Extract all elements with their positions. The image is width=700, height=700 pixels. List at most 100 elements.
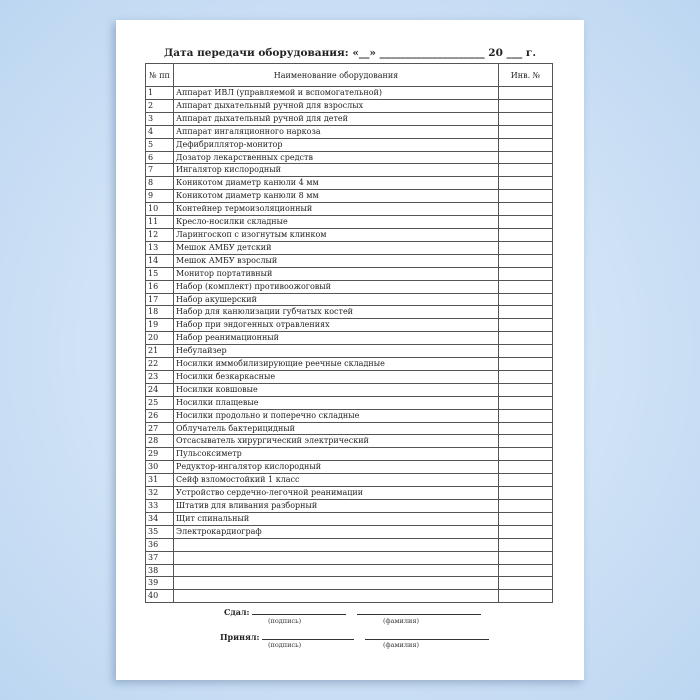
inventory-number[interactable] [498, 421, 553, 436]
row-number: 17 [145, 292, 174, 307]
table-row: 10 Контейнер термоизоляционный [145, 202, 553, 217]
inventory-number[interactable] [498, 576, 553, 591]
inventory-number[interactable] [498, 240, 553, 255]
row-number: 21 [145, 344, 174, 359]
header-number: № пп [145, 63, 174, 87]
inventory-number[interactable] [498, 369, 553, 384]
equipment-name: Мешок АМБУ взрослый [173, 253, 499, 268]
inventory-number[interactable] [498, 86, 553, 100]
table-row: 4 Аппарат ингаляционного наркоза [145, 124, 553, 139]
row-number: 32 [145, 486, 174, 500]
row-number: 36 [145, 537, 174, 552]
header-name: Наименование оборудования [173, 63, 499, 87]
inventory-number[interactable] [498, 486, 553, 500]
row-number: 40 [145, 589, 174, 604]
table-header: № пп Наименование оборудования Инв. № [145, 63, 553, 87]
inventory-number[interactable] [498, 189, 553, 204]
inventory-number[interactable] [498, 111, 553, 126]
inventory-number[interactable] [498, 357, 553, 371]
inventory-number[interactable] [498, 305, 553, 320]
inventory-number[interactable] [498, 473, 553, 488]
inventory-number[interactable] [498, 395, 553, 410]
table-row: 13 Мешок АМБУ детский [145, 240, 553, 255]
equipment-name: Отсасыватель хирургический электрический [173, 434, 499, 449]
table-row: 21 Небулайзер [145, 344, 553, 359]
table-row: 30 Редуктор-ингалятор кислородный [145, 460, 553, 475]
row-number: 34 [145, 511, 174, 526]
inventory-number[interactable] [498, 215, 553, 229]
table-row: 39 [145, 576, 553, 591]
inventory-number[interactable] [498, 150, 553, 165]
table-row: 24 Носилки ковшовые [145, 382, 553, 397]
table-row: 6 Дозатор лекарственных средств [145, 150, 553, 165]
equipment-name: Набор для канюлизации губчатых костей [173, 305, 499, 320]
row-number: 24 [145, 382, 174, 397]
handed-surname-line[interactable] [356, 606, 481, 615]
inventory-number[interactable] [498, 331, 553, 346]
inventory-number[interactable] [498, 98, 553, 113]
received-surname-line[interactable] [364, 631, 489, 640]
inventory-number[interactable] [498, 279, 553, 294]
handed-label: Сдал: [224, 607, 250, 617]
row-number: 35 [145, 524, 174, 539]
row-number: 5 [145, 137, 174, 152]
handed-signature-line[interactable] [252, 606, 347, 615]
table-row: 5 Дефибриллятор-монитор [145, 137, 553, 152]
row-number: 9 [145, 189, 174, 204]
row-number: 1 [145, 86, 174, 100]
table-row: 7 Ингалятор кислородный [145, 163, 553, 178]
table-row: 20 Набор реанимационный [145, 331, 553, 346]
inventory-number[interactable] [498, 202, 553, 217]
row-number: 7 [145, 163, 174, 178]
table-row: 38 [145, 563, 553, 578]
inventory-number[interactable] [498, 537, 553, 552]
table-row: 29 Пульсоксиметр [145, 447, 553, 462]
row-number: 4 [145, 124, 174, 139]
inventory-number[interactable] [498, 408, 553, 423]
table-row: 1 Аппарат ИВЛ (управляемой и вспомогатель… [145, 86, 553, 100]
row-number: 33 [145, 499, 174, 513]
row-number: 22 [145, 357, 174, 371]
equipment-name: Ларингоскоп с изогнутым клинком [173, 227, 499, 242]
table-row: 12 Ларингоскоп с изогнутым клинком [145, 227, 553, 242]
signature-caption: (подпись) [268, 617, 302, 625]
received-row: Принял: [220, 631, 489, 642]
inventory-number[interactable] [498, 163, 553, 178]
inventory-number[interactable] [498, 124, 553, 139]
equipment-name: Дефибриллятор-монитор [173, 137, 499, 152]
equipment-name: Аппарат ИВЛ (управляемой и вспомогательн… [173, 86, 499, 100]
inventory-number[interactable] [498, 137, 553, 152]
row-number: 6 [145, 150, 174, 165]
row-number: 20 [145, 331, 174, 346]
equipment-name: Монитор портативный [173, 266, 499, 281]
table-row: 35 Электрокардиограф [145, 524, 553, 539]
table-row: 33 Штатив для вливания разборный [145, 499, 553, 513]
equipment-name: Носилки продольно и поперечно складные [173, 408, 499, 423]
row-number: 16 [145, 279, 174, 294]
inventory-number[interactable] [498, 344, 553, 359]
inventory-number[interactable] [498, 447, 553, 462]
inventory-number[interactable] [498, 563, 553, 578]
table-row: 22 Носилки иммобилизирующие реечные склад… [145, 357, 553, 371]
inventory-number[interactable] [498, 266, 553, 281]
inventory-number[interactable] [498, 176, 553, 191]
inventory-number[interactable] [498, 227, 553, 242]
inventory-number[interactable] [498, 550, 553, 565]
table-row: 9 Коникотом диаметр канюли 8 мм [145, 189, 553, 204]
equipment-name: Пульсоксиметр [173, 447, 499, 462]
inventory-number[interactable] [498, 511, 553, 526]
row-number: 2 [145, 98, 174, 113]
received-signature-line[interactable] [262, 631, 354, 640]
inventory-number[interactable] [498, 434, 553, 449]
equipment-name: Редуктор-ингалятор кислородный [173, 460, 499, 475]
inventory-number[interactable] [498, 499, 553, 513]
inventory-number[interactable] [498, 589, 553, 604]
inventory-number[interactable] [498, 292, 553, 307]
inventory-number[interactable] [498, 524, 553, 539]
inventory-number[interactable] [498, 382, 553, 397]
inventory-number[interactable] [498, 460, 553, 475]
inventory-number[interactable] [498, 318, 553, 333]
table-row: 36 [145, 537, 553, 552]
row-number: 15 [145, 266, 174, 281]
inventory-number[interactable] [498, 253, 553, 268]
